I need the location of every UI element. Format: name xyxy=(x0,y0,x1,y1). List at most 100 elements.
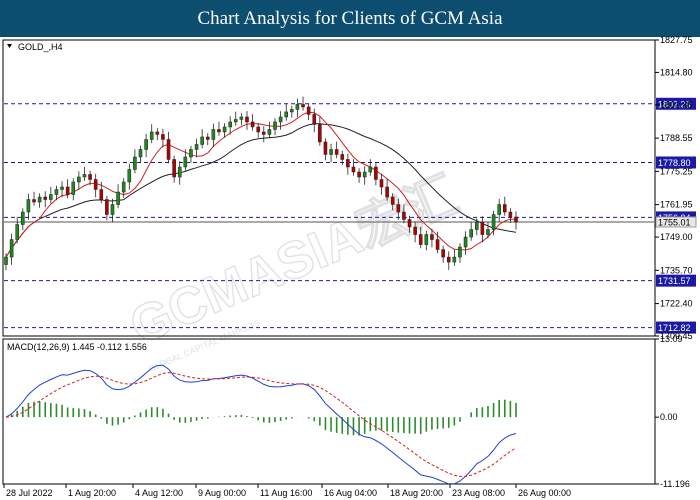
fast-ma-line xyxy=(5,111,516,258)
candle-body xyxy=(177,166,182,178)
candle-body xyxy=(458,246,462,258)
signal-line xyxy=(5,372,517,477)
price-tick-label: 1827.75 xyxy=(660,35,693,45)
candle-body xyxy=(407,219,412,228)
candle-body xyxy=(21,211,25,225)
candle-body xyxy=(71,181,76,195)
candle-body xyxy=(183,156,188,168)
candle-body xyxy=(273,121,277,130)
candle-body xyxy=(463,236,468,248)
candle-body xyxy=(77,176,81,183)
candle-body xyxy=(362,171,367,178)
candle-body xyxy=(93,179,98,190)
candle-body xyxy=(172,159,176,178)
time-axis: 28 Jul 2022 1 Aug 20:00 4 Aug 12:00 9 Aug 0… xyxy=(3,484,571,498)
candle-body xyxy=(312,114,317,125)
current-price-label: 1755.01 xyxy=(658,218,691,228)
price-axis: 1827.75 1814.80 1801.85 1788.55 1775.25 1761.… xyxy=(655,35,693,341)
time-tick-label: 1 Aug 20:00 xyxy=(68,488,116,498)
candle-body xyxy=(256,126,260,133)
candle-body xyxy=(105,199,109,215)
symbol-label: GOLD_,H4 xyxy=(18,42,63,52)
slow-ma-line xyxy=(5,123,517,258)
candle-body xyxy=(418,234,423,245)
candle-body xyxy=(318,124,322,143)
candle-body xyxy=(99,189,104,200)
candle-body xyxy=(233,119,238,123)
macd-tick-label: 13.09 xyxy=(660,334,683,344)
candle-body xyxy=(200,136,204,145)
time-tick-label: 9 Aug 00:00 xyxy=(198,488,246,498)
watermark: GCMASIA宏汇 GLOBAL CAPITAL MARKETS xyxy=(121,165,467,373)
candle-body xyxy=(385,186,389,198)
time-tick-label: 11 Aug 16:00 xyxy=(260,488,312,498)
candle-body xyxy=(435,239,440,250)
level-badge xyxy=(656,156,696,169)
candle-body xyxy=(116,191,120,205)
candle-body xyxy=(346,159,350,168)
candle-body xyxy=(138,149,143,158)
candle-body xyxy=(340,154,345,160)
candle-body xyxy=(189,149,193,158)
macd-indicator xyxy=(5,364,517,485)
candlesticks xyxy=(4,96,518,271)
candle-body xyxy=(491,214,496,230)
time-tick-label: 23 Aug 08:00 xyxy=(452,488,505,498)
candle-body xyxy=(88,174,92,180)
candle-body xyxy=(54,189,59,195)
candle-body xyxy=(396,204,401,213)
level-label: 1778.80 xyxy=(658,158,691,168)
candle-body xyxy=(127,169,132,183)
candle-body xyxy=(43,196,48,200)
time-tick-label: 28 Jul 2022 xyxy=(6,488,53,498)
candle-body xyxy=(452,256,457,263)
candle-body xyxy=(497,204,501,215)
candle-body xyxy=(267,129,272,135)
price-tick-label: 1709.45 xyxy=(660,331,693,341)
level-badge xyxy=(656,97,696,110)
candle-body xyxy=(194,144,199,150)
candle-body xyxy=(290,109,294,113)
candle-body xyxy=(329,149,333,155)
candle-body xyxy=(480,221,485,235)
candle-body xyxy=(166,139,171,160)
candle-body xyxy=(474,221,479,230)
candle-body xyxy=(110,204,115,215)
candle-body xyxy=(32,199,36,203)
time-tick-label: 26 Aug 00:00 xyxy=(518,488,571,498)
candle-body xyxy=(430,234,434,240)
candle-body xyxy=(306,106,311,115)
chart-title: Chart Analysis for Clients of GCM Asia xyxy=(0,0,700,37)
level-label: 1731.57 xyxy=(658,276,691,286)
candle-body xyxy=(390,196,395,205)
level-label: 1712.82 xyxy=(658,323,691,333)
candle-body xyxy=(205,136,210,140)
price-tick-label: 1814.80 xyxy=(660,67,693,77)
candle-body xyxy=(503,204,507,213)
candle-body xyxy=(323,141,328,155)
candle-body xyxy=(82,174,87,178)
candle-body xyxy=(239,116,244,120)
time-tick-label: 4 Aug 12:00 xyxy=(135,488,183,498)
candle-body xyxy=(441,249,445,258)
macd-axis: 13.09 0.00 -11.196 xyxy=(655,334,690,489)
price-tick-label: 1788.55 xyxy=(660,133,693,143)
candle-body xyxy=(357,171,361,178)
candle-body xyxy=(60,186,64,190)
candle-body xyxy=(155,131,160,135)
candle-body xyxy=(514,216,518,223)
candle-body xyxy=(351,166,356,173)
dropdown-triangle-icon xyxy=(7,44,12,48)
candle-body xyxy=(217,129,221,133)
candle-body xyxy=(508,211,513,218)
moving-averages xyxy=(5,111,517,258)
level-badge xyxy=(656,274,696,287)
candle-body xyxy=(228,121,232,128)
candle-body xyxy=(245,116,249,123)
candle-body xyxy=(144,139,148,150)
candle-body xyxy=(301,104,305,108)
level-label: 1802.26 xyxy=(658,99,691,109)
candle-body xyxy=(379,179,384,188)
candle-body xyxy=(37,196,42,203)
